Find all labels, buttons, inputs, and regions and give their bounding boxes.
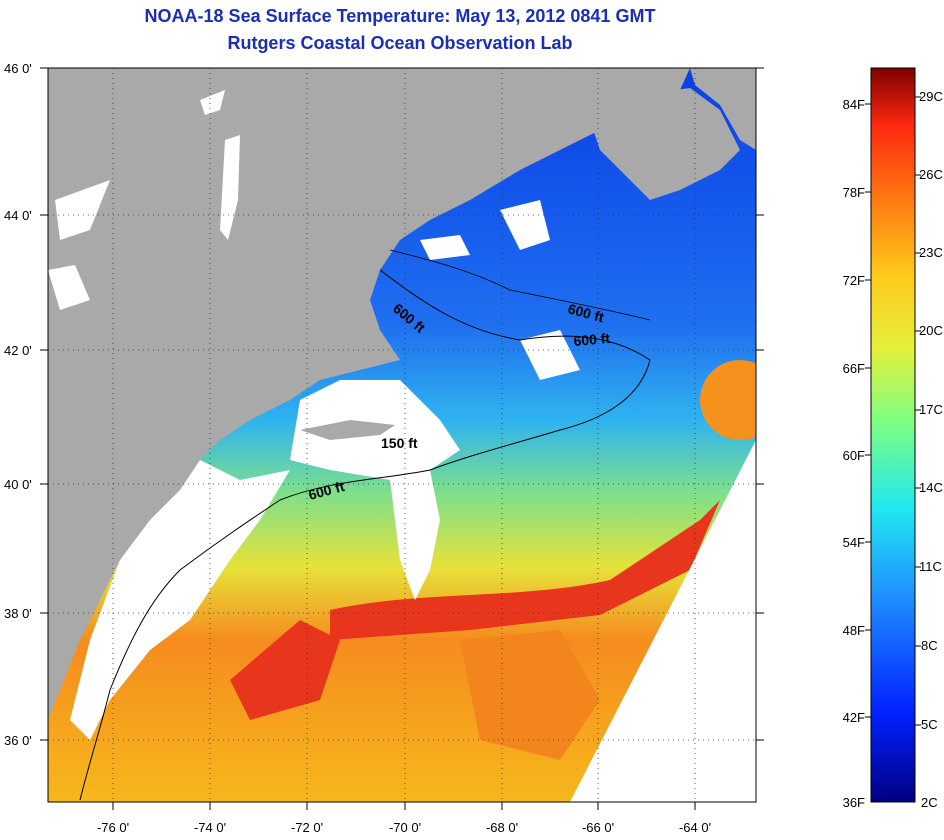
lat-label-40: 40 0' — [4, 477, 32, 492]
cloud-patch-3 — [520, 330, 580, 380]
lon-label-70: -70 0' — [389, 820, 421, 835]
colorbar-c-2: 2C — [921, 795, 938, 810]
no-data-region — [570, 440, 756, 802]
contour-label-150-ft: 150 ft — [381, 435, 418, 451]
colorbar-c-5: 5C — [921, 717, 938, 732]
colorbar-f-66: 66F — [843, 361, 865, 376]
colorbar-c-23: 23C — [919, 245, 943, 260]
warm-core-band — [330, 500, 720, 640]
cloud-patch-1 — [500, 200, 550, 250]
colorbar-c-8: 8C — [921, 638, 938, 653]
lat-label-42: 42 0' — [4, 343, 32, 358]
map-title: NOAA-18 Sea Surface Temperature: May 13,… — [144, 6, 656, 26]
lake-1 — [200, 90, 225, 115]
colorbar-c-29: 29C — [919, 89, 943, 104]
colorbar-c-26: 26C — [919, 167, 943, 182]
colorbar-f-78: 78F — [843, 185, 865, 200]
gulf-maine-contour — [389, 249, 651, 321]
axis-ticks — [40, 67, 764, 810]
nova-scotia — [590, 88, 740, 200]
colorbar-ticks — [865, 96, 921, 726]
colorbar-f-54: 54F — [843, 535, 865, 550]
warm-eddy — [700, 360, 756, 440]
lon-label-64: -64 0' — [679, 820, 711, 835]
colorbar-c-17: 17C — [919, 402, 943, 417]
colorbar-f-72: 72F — [843, 273, 865, 288]
colorbar-f-36: 36F — [843, 795, 865, 810]
new-brunswick-coast — [690, 68, 756, 150]
colorbar-c-20: 20C — [919, 323, 943, 338]
lon-label-68: -68 0' — [486, 820, 518, 835]
colorbar-f-60: 60F — [843, 448, 865, 463]
lon-label-74: -74 0' — [194, 820, 226, 835]
colorbar-f-42: 42F — [843, 710, 865, 725]
contour-label-600-ft-georges: 600 ft — [573, 330, 611, 349]
lon-label-66: -66 0' — [582, 820, 614, 835]
colorbar — [870, 67, 916, 803]
lat-label-36: 36 0' — [4, 733, 32, 748]
colorbar-f-48: 48F — [843, 623, 865, 638]
map-frame — [47, 67, 757, 803]
map-subtitle: Rutgers Coastal Ocean Observation Lab — [227, 33, 573, 53]
lat-label-38: 38 0' — [4, 606, 32, 621]
cloud-patch-2 — [420, 235, 470, 260]
long-island — [300, 420, 395, 440]
colorbar-c-11: 11C — [919, 559, 942, 574]
graticule — [48, 68, 756, 802]
warm-patch-west — [230, 620, 340, 720]
warm-patch-south — [460, 630, 600, 760]
mainland — [48, 68, 690, 720]
lon-label-72: -72 0' — [291, 820, 323, 835]
lake-4 — [48, 265, 90, 310]
lake-3 — [55, 180, 110, 240]
lat-label-46: 46 0' — [4, 61, 32, 76]
lake-2 — [220, 135, 240, 240]
colorbar-c-14: 14C — [919, 480, 943, 495]
lat-label-44: 44 0' — [4, 208, 32, 223]
colorbar-f-84: 84F — [843, 97, 865, 112]
lon-label-76: -76 0' — [97, 820, 129, 835]
shelf-break-contour — [79, 269, 651, 801]
